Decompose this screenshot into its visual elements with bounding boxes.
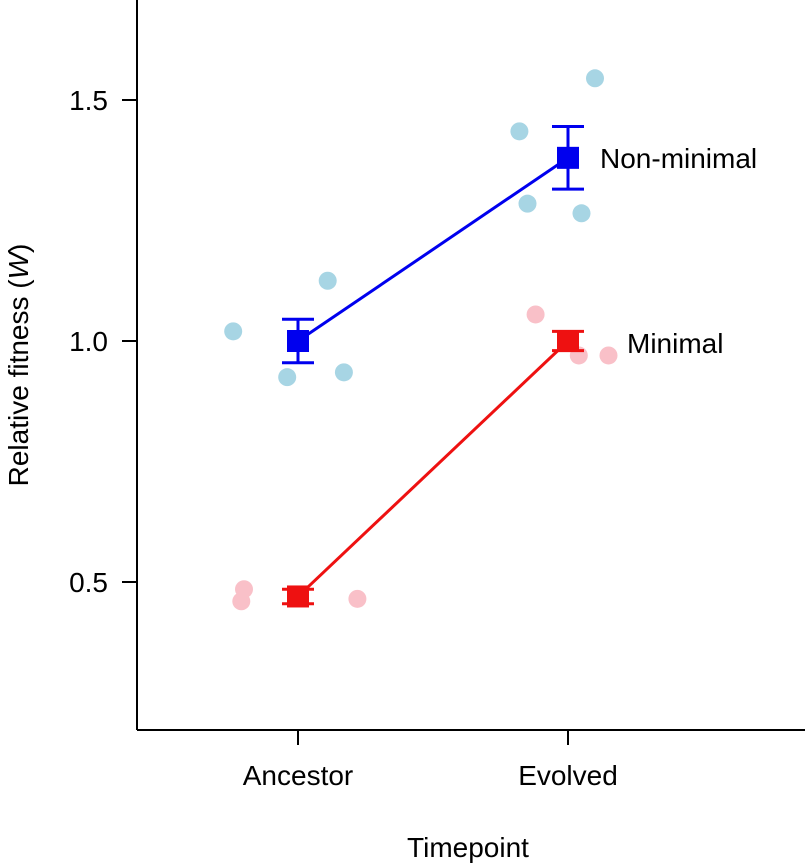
replicate-point-non-minimal: [334, 363, 353, 382]
replicate-point-non-minimal: [224, 322, 243, 341]
y-axis: 0.5 1.0 1.5: [69, 0, 138, 730]
y-tick-label: 1.5: [69, 85, 108, 116]
replicate-point-non-minimal: [572, 204, 591, 223]
mean-marker-non-minimal: [557, 146, 579, 169]
replicate-points: [224, 69, 618, 611]
y-axis-label-variable: W: [3, 250, 34, 279]
replicate-point-minimal: [348, 589, 367, 608]
mean-marker-minimal: [557, 330, 579, 352]
series-label-non-minimal: Non-minimal: [600, 143, 757, 174]
replicate-point-non-minimal: [518, 194, 537, 213]
replicate-point-minimal: [232, 592, 251, 611]
replicate-point-minimal: [526, 305, 545, 324]
x-tick-label: Evolved: [518, 760, 618, 791]
mean-lines: [296, 156, 570, 598]
replicate-point-non-minimal: [278, 368, 297, 387]
series-label-minimal: Minimal: [627, 328, 723, 359]
error-bars: [282, 125, 584, 606]
x-axis: Ancestor Evolved: [137, 729, 805, 791]
mean-line-non-minimal: [297, 156, 569, 343]
y-axis-label: Relative fitness (W): [3, 244, 34, 487]
y-tick-label: 1.0: [69, 326, 108, 357]
x-tick-label: Ancestor: [243, 760, 354, 791]
y-tick-label: 0.5: [69, 567, 108, 598]
mean-markers: [287, 146, 579, 608]
y-axis-label-prefix: Relative fitness (: [3, 279, 34, 487]
x-ticks: Ancestor Evolved: [243, 730, 618, 791]
y-axis-label-suffix: ): [3, 244, 34, 253]
mean-marker-non-minimal: [287, 330, 309, 352]
x-axis-label: Timepoint: [407, 832, 529, 863]
replicate-point-minimal: [599, 346, 618, 365]
mean-marker-minimal: [287, 585, 309, 608]
y-ticks: 0.5 1.0 1.5: [69, 85, 137, 598]
replicate-point-non-minimal: [510, 122, 529, 141]
replicate-point-non-minimal: [586, 69, 604, 88]
mean-line-minimal: [296, 339, 570, 598]
replicate-point-non-minimal: [318, 271, 337, 290]
